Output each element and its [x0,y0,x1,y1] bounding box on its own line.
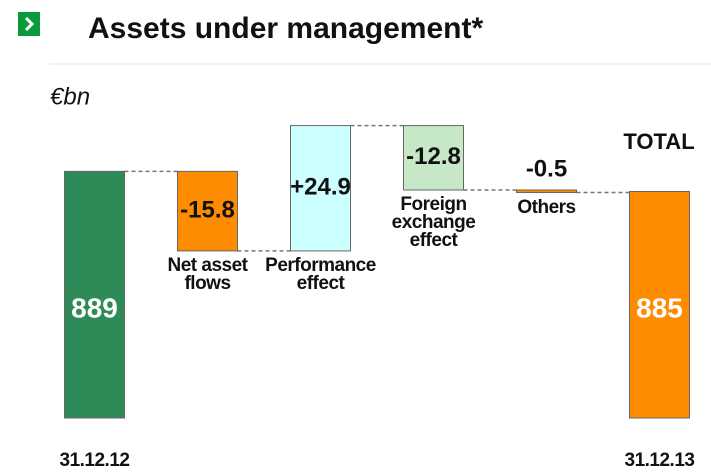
category-label: Performance effect [265,254,376,294]
value-label: 885 [636,292,683,323]
value-label: +24.9 [290,174,351,201]
x-tick-label: 31.12.13 [624,450,695,471]
x-tick-label: 31.12.12 [59,450,130,471]
bar [516,189,577,194]
bar [629,191,690,419]
chart-title: Assets under management* [88,12,483,45]
value-label: -15.8 [180,196,235,223]
unit-label: €bn [50,83,90,110]
category-label: Net asset flows [167,254,249,294]
bar [177,170,238,252]
chevron [24,16,35,32]
category-label: Foreign exchange effect [391,193,476,251]
category-label: Others [517,196,576,218]
value-label: -0.5 [526,155,567,182]
value-label: -12.8 [406,143,461,170]
header-icon [18,12,40,36]
bar [64,170,125,419]
value-label: 889 [71,292,118,323]
bar [403,125,464,191]
bar [290,125,351,252]
annotation: TOTAL [623,129,694,154]
